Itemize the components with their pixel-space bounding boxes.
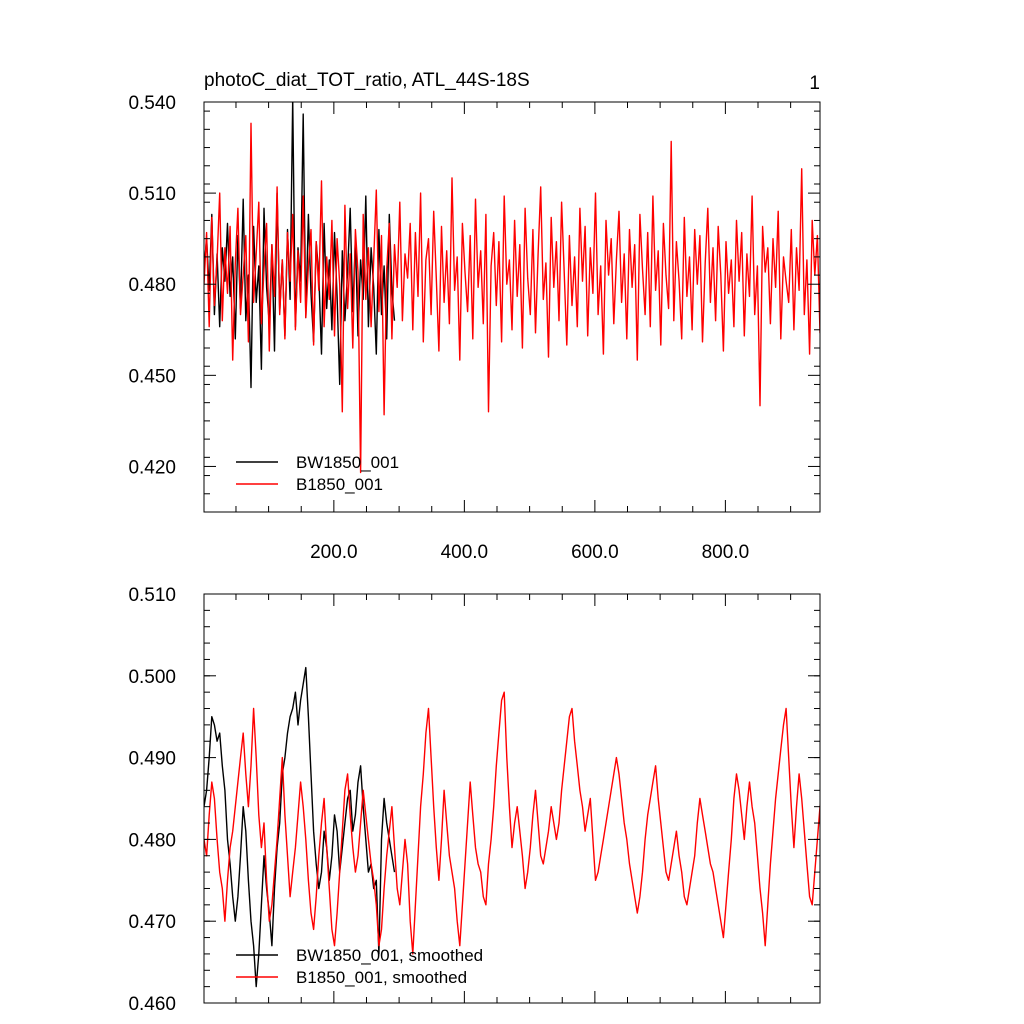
legend-label: B1850_001, smoothed	[296, 968, 467, 987]
panel-number: 1	[809, 73, 820, 94]
top-legend: BW1850_001 B1850_001	[236, 453, 399, 494]
bottom-legend: BW1850_001, smoothed B1850_001, smoothed	[236, 946, 483, 987]
plot-frame	[203, 101, 821, 513]
legend-label: BW1850_001	[296, 453, 399, 472]
y-tick-label: 0.540	[128, 93, 176, 114]
y-tick-label: 0.460	[128, 994, 176, 1015]
bottom-series-group	[204, 666, 820, 988]
y-tick-label: 0.480	[128, 830, 176, 851]
top-axes: 0.540 0.510 0.480 0.450 0.420 200.0 400.0 600.0…	[128, 93, 821, 563]
x-tick-label: 200.0	[310, 542, 358, 563]
y-tick-label: 0.450	[128, 366, 176, 387]
y-tick-label: 0.490	[128, 749, 176, 770]
y-tick-label: 0.470	[128, 912, 176, 933]
y-tick-label: 0.510	[128, 585, 176, 606]
x-tick-label: 600.0	[571, 542, 619, 563]
legend-label: BW1850_001, smoothed	[296, 946, 483, 965]
top-panel: photoC_diat_TOT_ratio, ATL_44S-18S 1 0.5…	[128, 70, 821, 563]
plot-frame	[203, 593, 821, 1004]
y-tick-label: 0.480	[128, 275, 176, 296]
bottom-axes: 0.510 0.500 0.490 0.480 0.470 0.460	[128, 585, 821, 1015]
y-tick-label: 0.510	[128, 184, 176, 205]
chart-title: photoC_diat_TOT_ratio, ATL_44S-18S	[204, 70, 530, 91]
legend-label: B1850_001	[296, 475, 383, 494]
y-tick-label: 0.420	[128, 457, 176, 478]
x-tick-label: 400.0	[441, 542, 489, 563]
series-line-b1850-001-smoothed	[204, 691, 820, 955]
top-series-group	[204, 102, 820, 474]
series-line-b1850-001	[204, 122, 820, 474]
y-tick-label: 0.500	[128, 667, 176, 688]
bottom-panel: 0.510 0.500 0.490 0.480 0.470 0.460 BW1850_00…	[128, 585, 821, 1015]
x-tick-label: 800.0	[702, 542, 750, 563]
